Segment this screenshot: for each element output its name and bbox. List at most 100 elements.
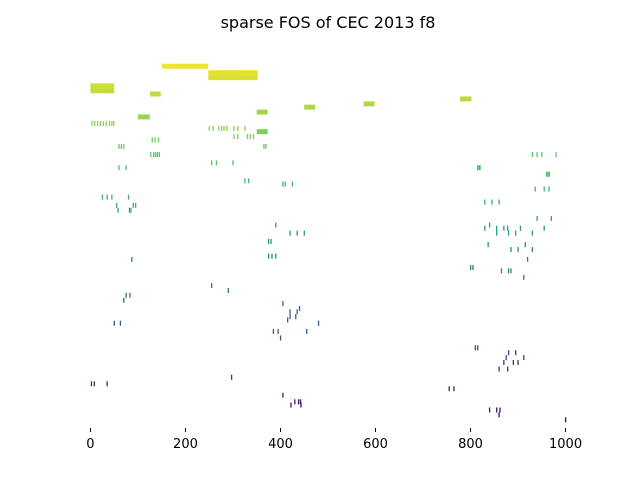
data-point [477,165,479,171]
data-point [536,215,538,221]
data-point [484,199,486,205]
data-point [120,143,123,149]
data-point [90,381,93,387]
data-point [111,194,113,200]
data-point [118,143,120,149]
x-tick-label: 1000 [549,437,582,452]
x-axis-ticks: 0 200 400 600 800 1000 [86,428,582,452]
data-point [103,88,105,94]
data-segment [149,91,161,97]
data-point [220,125,223,131]
data-point [479,165,481,171]
data-point [488,407,491,413]
data-point [102,83,104,89]
data-point [550,215,552,221]
data-point [507,350,510,356]
data-point [237,134,239,140]
data-point [244,178,246,184]
data-point [289,230,291,236]
data-point [474,345,476,351]
data-point [299,399,302,405]
data-point [96,83,98,89]
data-point [290,402,292,408]
data-point [287,317,289,323]
data-point [105,83,107,89]
data-point [265,143,267,149]
data-point [93,83,95,89]
data-point [235,75,238,81]
data-point [517,360,519,366]
data-point [110,83,113,89]
data-point [132,202,134,208]
x-tick-label: 800 [458,437,483,452]
data-point [496,225,498,231]
data-point [531,247,533,253]
data-point [108,88,111,94]
data-point [239,70,242,76]
data-point [106,381,108,387]
data-point [545,171,548,177]
data-point [242,70,245,76]
data-point [153,152,155,158]
data-point [244,125,246,131]
data-point [453,386,455,392]
data-point [115,202,118,208]
x-tick-label: 600 [363,437,388,452]
data-point [289,309,291,315]
data-point [282,181,284,187]
data-point [248,70,250,76]
data-point [523,274,525,280]
data-point [93,381,95,387]
data-point [125,165,127,171]
data-point [232,160,234,166]
data-point [131,256,133,262]
data-point [555,152,557,158]
data-point [119,320,122,326]
data-point [123,297,125,303]
data-point [282,392,284,398]
data-point [118,165,120,171]
data-point [211,70,213,76]
data-point [221,75,223,81]
data-point [125,292,127,298]
marks-layer [90,63,567,423]
data-point [107,83,110,89]
data-point [94,88,96,94]
data-point [217,70,219,76]
data-point [498,366,500,372]
data-point [296,230,298,236]
data-point [531,152,533,158]
data-point [541,152,543,158]
data-point [227,287,229,293]
data-point [484,225,486,231]
data-point [210,75,212,81]
data-point [517,247,519,253]
data-point [211,160,213,166]
data-point [90,83,93,89]
data-point [238,75,240,81]
data-point [212,125,214,131]
data-point [291,181,294,187]
x-tick-label: 0 [86,437,94,452]
data-point [233,125,235,131]
data-point [234,70,236,76]
data-point [224,75,226,81]
data-point [523,355,525,361]
data-point [487,242,489,248]
data-point [268,253,270,259]
data-segment [256,129,268,135]
data-point [295,314,297,320]
data-point [448,386,450,392]
data-point [531,230,533,236]
data-point [507,268,510,274]
data-point [515,230,517,236]
data-segment [304,104,316,110]
data-point [108,120,111,126]
data-point [300,402,302,408]
data-point [129,292,131,298]
data-point [270,238,272,244]
data-point [230,75,232,81]
data-point [113,320,115,326]
data-point [226,125,228,131]
